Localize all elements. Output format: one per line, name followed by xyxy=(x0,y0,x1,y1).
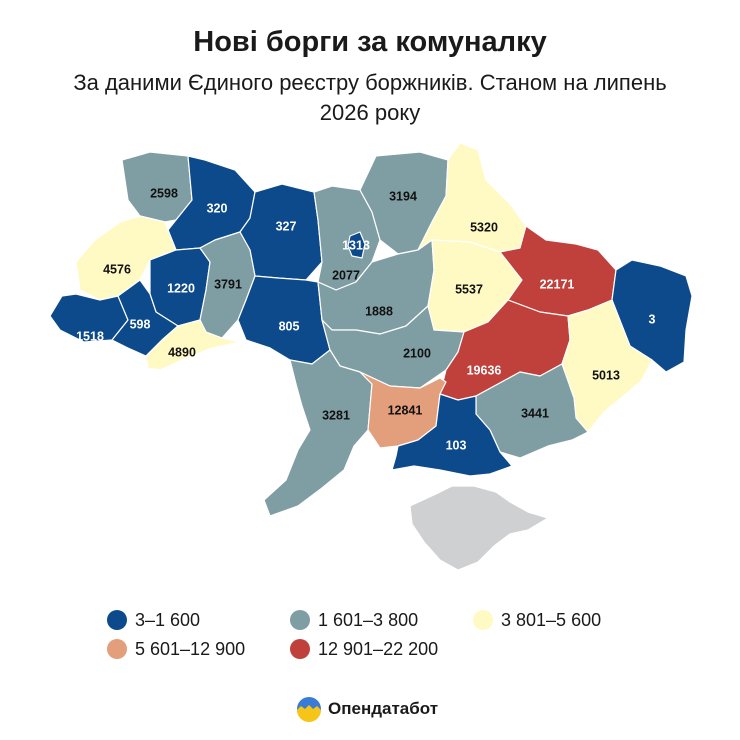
map-title: Нові борги за комуналку xyxy=(193,26,547,58)
value-label-donetsk: 5013 xyxy=(592,368,620,382)
value-label-ivano-frankivsk: 598 xyxy=(130,317,151,331)
value-label-kirovohrad: 2100 xyxy=(403,346,431,360)
legend-label: 3–1 600 xyxy=(135,609,201,630)
value-label-odesa: 3281 xyxy=(322,408,350,422)
value-label-vinnytsia: 805 xyxy=(279,319,300,333)
value-label-lviv: 4576 xyxy=(103,262,131,276)
value-label-kharkiv: 22171 xyxy=(540,277,575,291)
value-label-rivne: 320 xyxy=(207,201,228,215)
legend-item-bin-5: 12 901–22 200 xyxy=(290,636,438,662)
value-label-sumy: 5320 xyxy=(470,220,498,234)
legend-swatch xyxy=(107,639,127,659)
legend-item-bin-4: 5 601–12 900 xyxy=(107,636,245,662)
region-chernivtsi xyxy=(145,319,241,371)
legend-swatch xyxy=(290,610,310,630)
legend-label: 3 801–5 600 xyxy=(501,609,602,630)
legend-swatch xyxy=(473,610,493,630)
value-label-kherson: 103 xyxy=(446,438,467,452)
region-kherson xyxy=(391,393,513,477)
ukraine-choropleth-map: 2598 320 327 2077 1313 3194 5320 4576 12… xyxy=(49,142,693,571)
value-label-zaporizhzhia: 3441 xyxy=(521,406,549,420)
value-label-volyn: 2598 xyxy=(150,186,178,200)
opendatabot-logo-icon xyxy=(297,697,321,722)
value-label-kyiv-oblast: 2077 xyxy=(332,268,360,282)
brand-logo: Опендатабот xyxy=(296,696,438,722)
legend-item-bin-2: 1 601–3 800 xyxy=(290,607,418,633)
value-label-mykolaiv: 12841 xyxy=(388,403,423,417)
region-kyiv-city xyxy=(347,231,366,259)
value-label-chernihiv: 3194 xyxy=(389,189,417,203)
map-subtitle: За даними Єдиного реєстру боржників. Ста… xyxy=(73,70,667,125)
value-label-kyiv-city: 1313 xyxy=(342,238,370,252)
legend-label: 12 901–22 200 xyxy=(318,638,439,659)
legend-swatch xyxy=(107,610,127,630)
value-label-khmelnytskyi: 3791 xyxy=(214,277,242,291)
value-label-zakarpattia: 1518 xyxy=(76,329,104,343)
legend-item-bin-1: 3–1 600 xyxy=(107,607,200,633)
legend-label: 1 601–3 800 xyxy=(318,609,419,630)
value-label-dnipro: 19636 xyxy=(467,363,502,377)
legend-swatch xyxy=(290,639,310,659)
value-label-zhytomyr: 327 xyxy=(276,219,297,233)
value-label-luhansk: 3 xyxy=(649,312,656,326)
value-label-chernivtsi: 4890 xyxy=(168,345,196,359)
value-label-poltava: 5537 xyxy=(455,282,483,296)
region-crimea xyxy=(409,485,549,571)
region-odesa xyxy=(263,349,373,517)
legend-item-bin-3: 3 801–5 600 xyxy=(473,607,601,633)
legend-label: 5 601–12 900 xyxy=(135,638,246,659)
value-label-cherkasy: 1888 xyxy=(365,304,393,318)
brand-name: Опендатабот xyxy=(328,699,439,718)
value-label-ternopil: 1220 xyxy=(167,281,195,295)
